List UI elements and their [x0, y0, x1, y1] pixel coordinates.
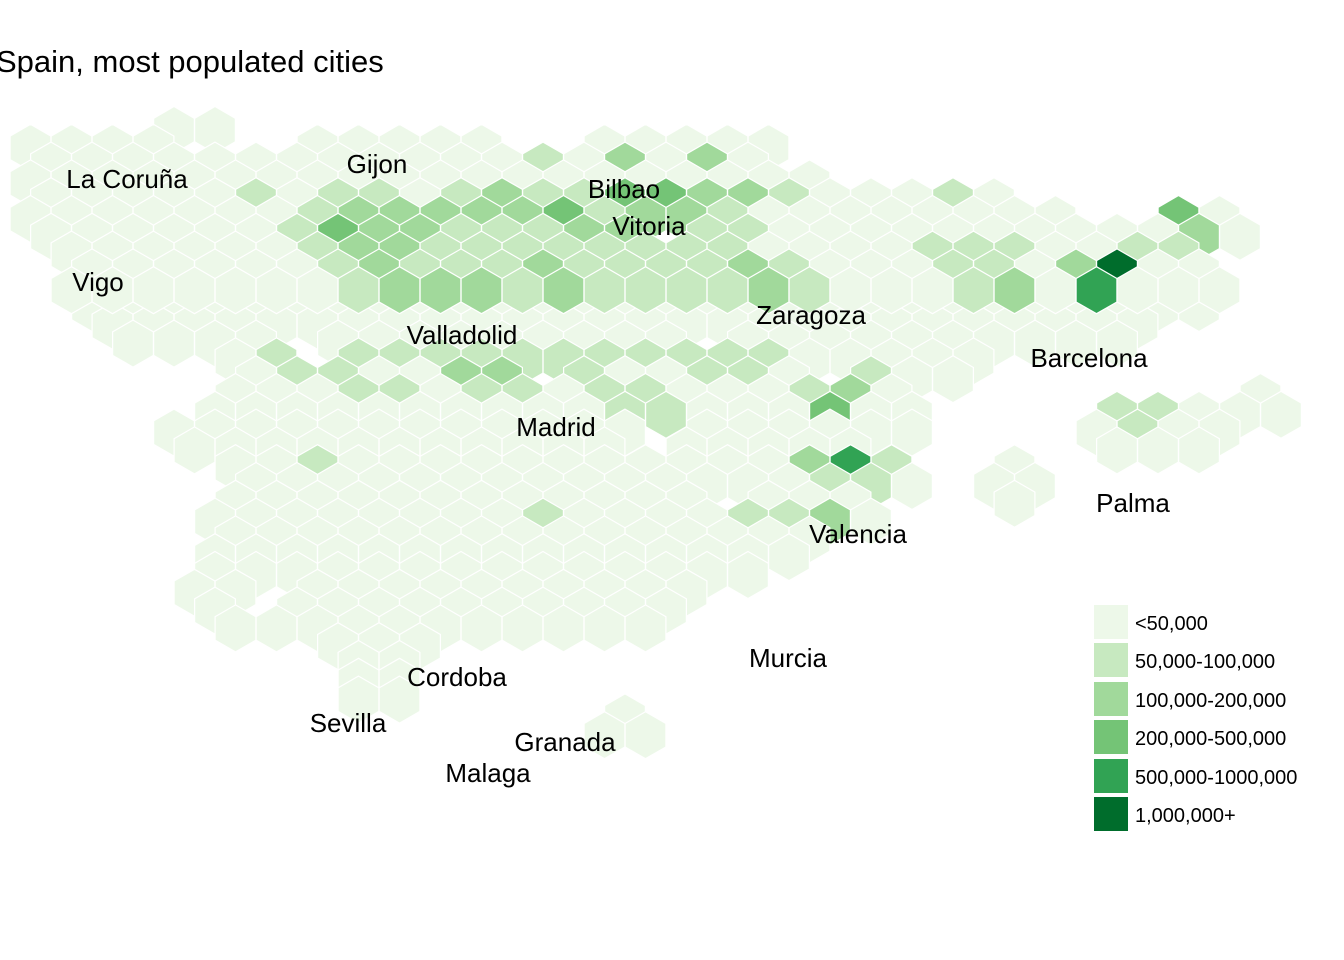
hex-cell [1177, 426, 1221, 475]
hex-cell [993, 479, 1036, 528]
city-label: Valladolid [407, 320, 518, 350]
hex-cell [153, 319, 195, 368]
legend: <50,000 50,000-100,000 100,000-200,000 2… [1094, 605, 1297, 831]
city-label: Valencia [809, 519, 907, 549]
hex-cell [726, 550, 770, 600]
city-label: Malaga [445, 758, 531, 788]
legend-swatch-0 [1094, 605, 1128, 639]
city-label: Gijon [347, 149, 408, 179]
legend-swatch-2 [1094, 682, 1128, 716]
legend-label-2: 100,000-200,000 [1135, 690, 1286, 712]
hex-grid [9, 105, 1303, 760]
hex-cell [173, 426, 216, 475]
hex-cell [173, 266, 216, 315]
legend-swatch-1 [1094, 643, 1128, 677]
legend-label-0: <50,000 [1135, 613, 1208, 635]
hex-cell [849, 497, 893, 546]
hex-cell [931, 355, 975, 404]
city-label: Bilbao [588, 174, 660, 204]
city-label: Madrid [516, 412, 595, 442]
hex-cell [624, 604, 667, 653]
city-labels: La Coruña Gijon Bilbao Vitoria Vigo Zaragoza V… [66, 149, 1170, 788]
city-label: Barcelona [1030, 343, 1148, 373]
hex-cell [1198, 266, 1241, 315]
city-label: Zaragoza [756, 300, 866, 330]
city-label: Vitoria [612, 211, 686, 241]
map-title: Spain, most populated cities [0, 44, 384, 79]
city-label: Vigo [72, 267, 124, 297]
hex-cell [1259, 390, 1303, 439]
legend-label-1: 50,000-100,000 [1135, 651, 1275, 673]
hex-cell [1095, 319, 1139, 368]
hex-cell [378, 675, 421, 724]
legend-swatch-5 [1094, 797, 1128, 831]
legend-label-3: 200,000-500,000 [1135, 728, 1286, 750]
hex-cell [890, 461, 934, 511]
hex-cell [1218, 212, 1262, 261]
hex-cell [624, 711, 667, 760]
legend-swatch-3 [1094, 720, 1128, 754]
legend-label-4: 500,000-1000,000 [1135, 767, 1297, 789]
legend-label-5: 1,000,000+ [1135, 805, 1236, 827]
city-label: Palma [1096, 488, 1170, 518]
city-label: La Coruña [66, 164, 188, 194]
city-label: Granada [514, 727, 616, 757]
city-label: Sevilla [310, 708, 387, 738]
legend-swatch-4 [1094, 759, 1128, 793]
hex-cell [767, 533, 811, 582]
city-label: Cordoba [407, 662, 507, 692]
city-label: Murcia [749, 643, 828, 673]
